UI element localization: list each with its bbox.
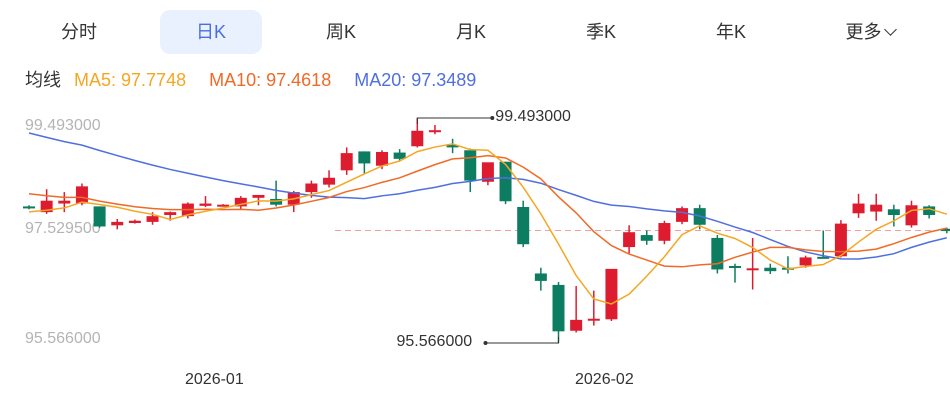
tab-label: 月K <box>455 22 486 42</box>
high-marker-label: 99.493000 <box>495 108 571 125</box>
tab-label: 日K <box>195 22 226 42</box>
tab-label: 分时 <box>61 22 97 42</box>
tab-label: 周K <box>325 22 356 42</box>
x-axis-label: 2026-01 <box>185 371 244 388</box>
period-tabs: 分时 日K 周K 月K 季K 年K 更多 <box>0 10 950 54</box>
y-label-mid: 97.529500 <box>25 220 101 237</box>
ma20-value: MA20: 97.3489 <box>354 70 477 90</box>
tab-1[interactable]: 日K <box>160 10 262 54</box>
ma-legend-label: 均线 <box>25 70 61 90</box>
x-axis-label: 2026-02 <box>575 371 634 388</box>
tab-5[interactable]: 年K <box>680 10 782 54</box>
ma5-value: MA5: 97.7748 <box>74 70 187 90</box>
tab-label: 更多 <box>845 22 882 42</box>
y-label-bottom: 95.566000 <box>25 330 101 347</box>
tab-4[interactable]: 季K <box>550 10 652 54</box>
tab-label: 季K <box>585 22 616 42</box>
low-marker-label: 95.566000 <box>396 333 473 351</box>
tab-2[interactable]: 周K <box>290 10 392 54</box>
tab-label: 年K <box>715 22 746 42</box>
ma10-value: MA10: 97.4618 <box>209 70 332 90</box>
ma-legend: 均线 MA5: 97.7748 MA10: 97.4618 MA20: 97.3… <box>25 66 494 92</box>
tab-3[interactable]: 月K <box>420 10 522 54</box>
y-label-top: 99.493000 <box>25 117 101 134</box>
tab-6[interactable]: 更多 <box>820 10 920 54</box>
tab-0[interactable]: 分时 <box>25 10 133 54</box>
